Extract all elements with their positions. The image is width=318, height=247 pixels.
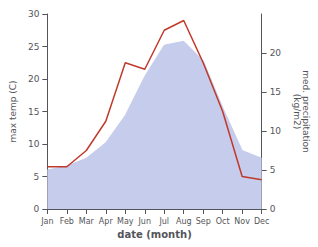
svg-text:15: 15 <box>28 107 39 117</box>
svg-text:10: 10 <box>28 139 40 149</box>
svg-text:(kg/m2): (kg/m2) <box>292 94 302 129</box>
svg-text:0: 0 <box>270 204 276 214</box>
svg-text:Sep: Sep <box>196 217 211 226</box>
svg-text:Aug: Aug <box>176 217 192 226</box>
svg-text:Apr: Apr <box>99 217 114 226</box>
svg-text:Dec: Dec <box>254 217 269 226</box>
svg-text:Jun: Jun <box>138 217 152 226</box>
svg-text:10: 10 <box>270 126 282 136</box>
svg-text:15: 15 <box>270 87 281 97</box>
svg-text:5: 5 <box>34 172 40 182</box>
svg-text:5: 5 <box>270 165 276 175</box>
svg-text:date (month): date (month) <box>117 229 191 240</box>
svg-text:20: 20 <box>270 48 282 58</box>
svg-text:Mar: Mar <box>79 217 95 226</box>
svg-text:Oct: Oct <box>216 217 230 226</box>
svg-text:Nov: Nov <box>234 217 250 226</box>
svg-text:Jan: Jan <box>40 217 53 226</box>
svg-text:med. precipitation: med. precipitation <box>300 70 311 153</box>
svg-text:Jul: Jul <box>158 217 169 226</box>
svg-text:0: 0 <box>34 204 40 214</box>
svg-text:May: May <box>117 217 134 226</box>
svg-text:Feb: Feb <box>60 217 74 226</box>
svg-text:20: 20 <box>28 74 40 84</box>
svg-text:max temp (C): max temp (C) <box>8 80 18 142</box>
svg-text:30: 30 <box>28 9 40 19</box>
svg-text:25: 25 <box>28 42 39 52</box>
